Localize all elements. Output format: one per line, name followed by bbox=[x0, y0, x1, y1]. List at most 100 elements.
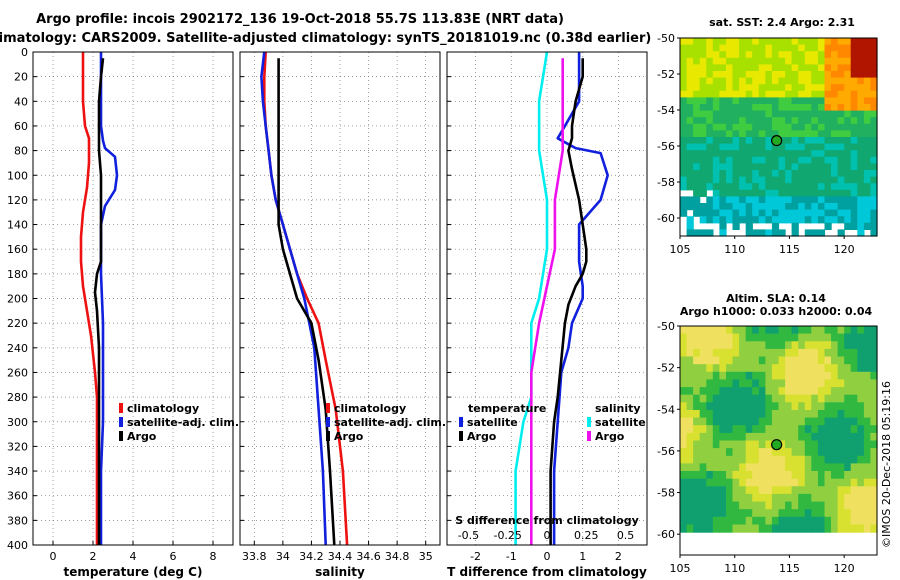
map-cell bbox=[758, 379, 766, 388]
map-cell bbox=[870, 387, 878, 396]
map-cell bbox=[863, 163, 872, 171]
map-cell bbox=[745, 463, 753, 472]
map-cell bbox=[726, 524, 734, 533]
map-cell bbox=[719, 84, 727, 92]
map-cell bbox=[863, 432, 872, 442]
map-y-tick-label: -56 bbox=[657, 445, 675, 458]
map-cell bbox=[719, 137, 727, 145]
map-cell bbox=[706, 170, 714, 178]
map-cell bbox=[758, 84, 766, 92]
map-cell bbox=[771, 104, 780, 112]
map-cell bbox=[680, 341, 688, 350]
map-cell bbox=[870, 170, 878, 178]
map-cell bbox=[804, 402, 812, 411]
map-cell bbox=[811, 130, 819, 138]
map-cell bbox=[771, 432, 780, 442]
map-cell bbox=[870, 493, 878, 503]
map-cell bbox=[785, 448, 793, 457]
map-cell bbox=[837, 348, 845, 358]
map-cell bbox=[778, 410, 786, 419]
map-cell bbox=[844, 123, 852, 131]
map-cell bbox=[778, 387, 786, 396]
map-cell bbox=[719, 130, 727, 138]
map-cell bbox=[686, 333, 694, 342]
map-cell bbox=[712, 123, 720, 131]
map-cell bbox=[699, 57, 707, 65]
map-cell bbox=[863, 326, 872, 335]
map-cell bbox=[804, 425, 812, 434]
map-cell bbox=[785, 478, 793, 487]
map-cell bbox=[870, 463, 878, 472]
map-cell bbox=[785, 209, 793, 217]
map-cell bbox=[719, 64, 727, 72]
map-cell bbox=[693, 57, 701, 65]
map-cell bbox=[837, 156, 845, 164]
map-cell bbox=[804, 348, 812, 358]
map-cell bbox=[824, 104, 832, 112]
map-cell bbox=[831, 156, 839, 164]
map-cell bbox=[791, 222, 799, 230]
map-cell bbox=[785, 493, 793, 503]
map-cell bbox=[778, 57, 786, 65]
map-cell bbox=[765, 170, 773, 178]
map-cell bbox=[752, 524, 760, 533]
map-cell bbox=[870, 183, 878, 191]
map-cell bbox=[811, 379, 819, 388]
map-cell bbox=[817, 326, 826, 335]
map-cell bbox=[804, 501, 812, 510]
map-cell bbox=[726, 516, 734, 525]
map-cell bbox=[785, 216, 793, 224]
y-tick-label: 80 bbox=[14, 145, 28, 158]
x-tick-label: 34.6 bbox=[356, 550, 381, 563]
map-cell bbox=[745, 387, 753, 396]
map-cell bbox=[765, 326, 773, 335]
map-cell bbox=[844, 417, 852, 426]
map-cell bbox=[680, 387, 688, 396]
legend-title-temperature: temperature bbox=[468, 402, 546, 415]
map-cell bbox=[857, 163, 865, 171]
map-cell bbox=[831, 463, 839, 472]
map-cell bbox=[765, 123, 773, 131]
map-cell bbox=[712, 216, 720, 224]
map-cell bbox=[778, 379, 786, 388]
map-cell bbox=[857, 348, 865, 358]
map-cell bbox=[824, 209, 832, 217]
map-cell bbox=[752, 448, 760, 457]
map-cell bbox=[712, 341, 720, 350]
map-cell bbox=[693, 189, 701, 197]
map-cell bbox=[785, 410, 793, 419]
map-cell bbox=[719, 189, 727, 197]
map-cell bbox=[798, 425, 806, 434]
map-cell bbox=[850, 77, 858, 85]
map-cell bbox=[693, 183, 701, 191]
map-cell bbox=[752, 371, 760, 380]
map-cell bbox=[798, 117, 806, 125]
map-cell bbox=[706, 486, 714, 495]
map-cell bbox=[765, 97, 773, 105]
map-cell bbox=[857, 463, 865, 472]
map-cell bbox=[745, 176, 753, 184]
map-cell bbox=[798, 417, 806, 426]
map-cell bbox=[739, 455, 747, 464]
map-cell bbox=[706, 84, 714, 92]
map-cell bbox=[758, 71, 766, 79]
map-cell bbox=[771, 486, 780, 495]
map-cell bbox=[798, 90, 806, 98]
map-cell bbox=[824, 163, 832, 171]
map-cell bbox=[719, 156, 727, 164]
map-cell bbox=[752, 90, 760, 98]
map-cell bbox=[693, 90, 701, 98]
map-cell bbox=[798, 478, 806, 487]
map-x-tick-label: 110 bbox=[724, 243, 745, 256]
map-cell bbox=[752, 203, 760, 211]
map-cell bbox=[778, 51, 786, 59]
map-cell bbox=[719, 77, 727, 85]
map-cell bbox=[680, 333, 688, 342]
map-cell bbox=[817, 432, 826, 442]
map-cell bbox=[739, 123, 747, 131]
map-cell bbox=[693, 64, 701, 72]
map-cell bbox=[732, 387, 740, 396]
map-cell bbox=[726, 425, 734, 434]
map-cell bbox=[693, 51, 701, 59]
map-cell bbox=[706, 509, 714, 518]
